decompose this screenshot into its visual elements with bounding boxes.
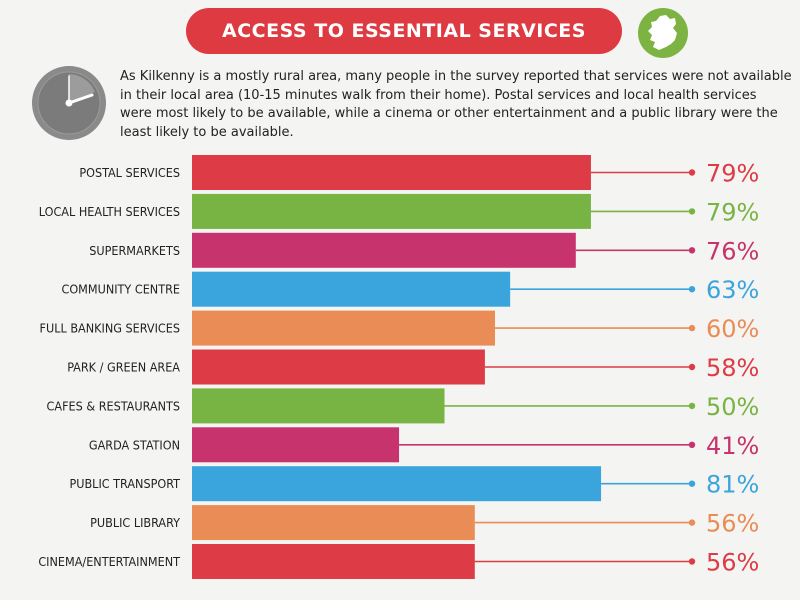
clock-icon — [32, 66, 106, 140]
bar — [192, 505, 475, 541]
leader-dot — [688, 169, 696, 176]
intro-text: As Kilkenny is a mostly rural area, many… — [120, 69, 792, 140]
leader-dot — [688, 363, 696, 371]
category-label: SUPERMARKETS — [89, 243, 180, 258]
bar — [192, 427, 400, 463]
value-label: 76% — [706, 237, 759, 265]
value-label: 50% — [706, 393, 759, 421]
leader-dot — [688, 286, 696, 293]
ireland-map-shape — [648, 15, 677, 50]
category-label: POSTAL SERVICES — [79, 165, 180, 180]
category-label: COMMUNITY CENTRE — [61, 282, 180, 297]
category-label: PARK / GREEN AREA — [67, 360, 180, 375]
value-label: 79% — [706, 160, 759, 188]
leader-dot — [688, 558, 696, 565]
leader-dot — [688, 402, 696, 410]
value-label: 58% — [706, 354, 759, 382]
category-label: CAFES & RESTAURANTS — [47, 398, 180, 413]
leader-dot — [688, 519, 696, 526]
leader-dot — [688, 480, 696, 487]
category-label: FULL BANKING SERVICES — [40, 321, 180, 336]
category-label: GARDA STATION — [89, 437, 180, 452]
leader-dot — [688, 324, 696, 332]
bar — [192, 232, 576, 268]
value-label: 56% — [706, 510, 759, 538]
bar — [192, 310, 495, 346]
bar — [192, 271, 511, 307]
value-label: 56% — [706, 549, 759, 577]
value-label: 79% — [706, 198, 759, 226]
leader-dot — [688, 247, 696, 254]
bar — [192, 466, 602, 502]
bar — [192, 155, 591, 190]
bar — [192, 349, 485, 385]
category-label: LOCAL HEALTH SERVICES — [39, 204, 180, 219]
leader-dot — [688, 441, 696, 448]
ireland-map-icon — [638, 8, 688, 58]
value-label: 41% — [706, 432, 759, 460]
leader-dot — [688, 208, 696, 215]
bar — [192, 193, 591, 229]
value-label: 81% — [706, 471, 759, 499]
category-label: PUBLIC LIBRARY — [90, 515, 180, 530]
value-label: 60% — [706, 315, 759, 343]
bar — [192, 544, 475, 579]
value-label: 63% — [706, 276, 759, 304]
page-title: ACCESS TO ESSENTIAL SERVICES — [222, 20, 586, 42]
title-banner: ACCESS TO ESSENTIAL SERVICES — [186, 8, 622, 54]
category-label: CINEMA/ENTERTAINMENT — [38, 554, 180, 569]
category-label: PUBLIC TRANSPORT — [69, 476, 180, 491]
bar — [192, 388, 445, 424]
